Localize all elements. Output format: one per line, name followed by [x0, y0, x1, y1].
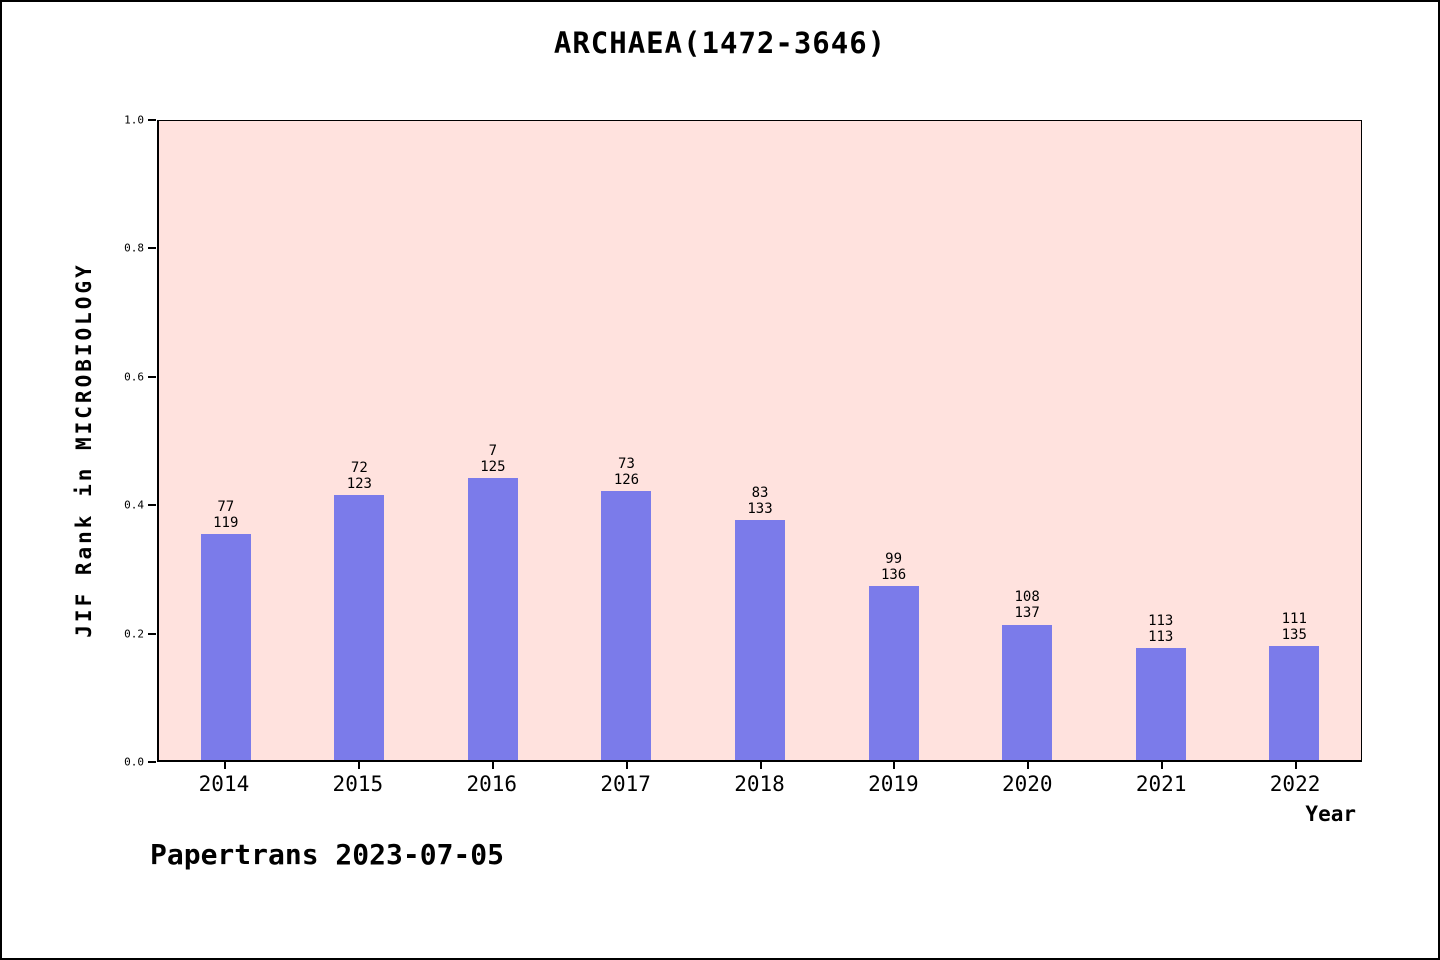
x-tick-mark [357, 762, 360, 769]
x-tick-cell: 2022 [1228, 762, 1362, 804]
bar-value-label: 99 136 [880, 551, 907, 584]
bar-value-label: 113 113 [1148, 613, 1174, 646]
x-tick-label: 2020 [1002, 772, 1053, 796]
bar [334, 494, 385, 760]
y-tick-label: 1.0 [124, 113, 144, 127]
x-tick-cell: 2020 [960, 762, 1094, 804]
x-tick-cell: 2021 [1094, 762, 1228, 804]
x-axis-label: Year [1305, 802, 1356, 826]
chart-title: ARCHAEA(1472-3646) [553, 26, 887, 60]
bar [735, 519, 786, 760]
y-tick-label: 0.4 [124, 498, 144, 512]
y-tick-mark [148, 632, 156, 635]
bar-value-label: 77 119 [213, 499, 239, 532]
bar [1269, 646, 1320, 760]
bar-value-label: 108 137 [1014, 589, 1040, 622]
bar-value-label: 111 135 [1281, 611, 1307, 644]
x-tick-label: 2014 [198, 772, 250, 796]
bar-slot: 83 133 [693, 121, 827, 760]
y-tick-mark [148, 375, 156, 378]
x-tick-label: 2022 [1269, 772, 1321, 796]
y-tick-mark [148, 247, 156, 250]
y-tick-label: 0.8 [124, 241, 144, 255]
bar [467, 478, 518, 760]
x-tick-label: 2018 [734, 772, 785, 796]
x-tick-mark [491, 762, 494, 769]
y-tick-mark [148, 119, 156, 121]
bar-slot: 7 125 [426, 121, 560, 760]
bar-slot: 77 119 [159, 121, 293, 760]
x-tick-cell: 2014 [157, 762, 291, 804]
bar-slot: 73 126 [560, 121, 694, 760]
x-tick-label: 2016 [466, 772, 518, 796]
x-tick-mark [223, 762, 226, 769]
bar-slot: 108 137 [960, 121, 1094, 760]
y-tick-label: 0.2 [124, 627, 144, 641]
x-tick-cell: 2015 [291, 762, 425, 804]
y-tick-label: 0.0 [124, 755, 144, 769]
x-tick-label: 2021 [1135, 772, 1187, 796]
bar-slot: 111 135 [1228, 121, 1362, 760]
y-tick-mark [148, 504, 156, 507]
x-tick-mark [759, 762, 762, 769]
bar-value-label: 72 123 [346, 459, 372, 492]
bar-value-label: 7 125 [480, 443, 506, 476]
x-tick-cell: 2017 [559, 762, 693, 804]
bar [601, 490, 652, 760]
x-tick-mark [1027, 762, 1030, 769]
bar [1135, 648, 1186, 760]
bar-value-label: 83 133 [747, 484, 773, 517]
bar [1002, 624, 1053, 760]
x-tick-cell: 2018 [693, 762, 827, 804]
y-tick-label: 0.6 [124, 370, 144, 384]
plot-area: 77 119 72 123 7 125 73 126 83 133 99 136 108 137 113 11… [157, 120, 1362, 762]
x-tick-mark [1161, 762, 1164, 769]
bar-slot: 99 136 [827, 121, 961, 760]
x-tick-mark [1295, 762, 1298, 769]
x-tick-mark [625, 762, 628, 769]
bar-slot: 113 113 [1094, 121, 1228, 760]
bar-value-label: 73 126 [613, 455, 640, 488]
y-tick-mark [148, 761, 156, 763]
x-tick-cell: 2016 [425, 762, 559, 804]
y-axis-label: JIF Rank in MICROBIOLOGY [72, 262, 96, 638]
bar [868, 586, 919, 760]
x-tick-label: 2015 [332, 772, 384, 796]
x-tick-cell: 2019 [826, 762, 960, 804]
x-axis-ticks: 2014 2015 2016 2017 2018 2019 2020 2021 2022 [157, 762, 1362, 804]
x-tick-label: 2019 [868, 772, 919, 796]
bar-slot: 72 123 [293, 121, 427, 760]
x-tick-label: 2017 [600, 772, 651, 796]
bar [200, 534, 251, 760]
footer-text: Papertrans 2023-07-05 [150, 838, 505, 871]
x-tick-mark [893, 762, 896, 769]
